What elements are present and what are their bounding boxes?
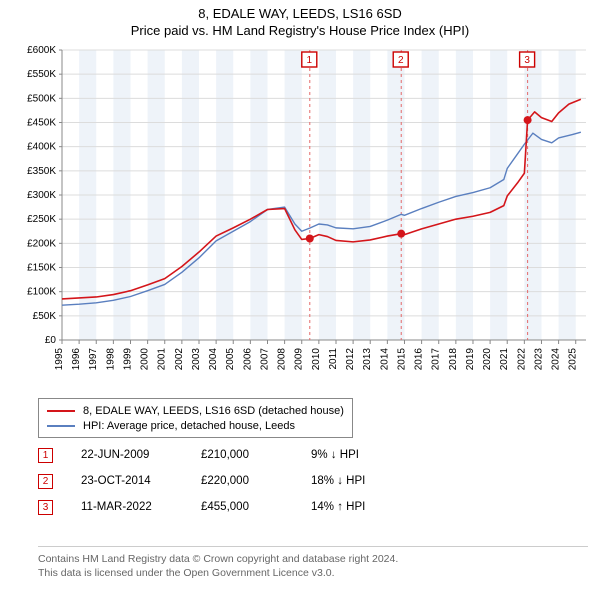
svg-text:2010: 2010 <box>311 348 322 371</box>
title-address: 8, EDALE WAY, LEEDS, LS16 6SD <box>0 6 600 21</box>
svg-text:2001: 2001 <box>157 348 168 371</box>
footer-line1: Contains HM Land Registry data © Crown c… <box>38 552 588 566</box>
sale-hpi-delta: 18% ↓ HPI <box>311 475 421 487</box>
svg-text:£150K: £150K <box>27 263 56 274</box>
legend-row-price: 8, EDALE WAY, LEEDS, LS16 6SD (detached … <box>47 403 344 418</box>
svg-text:£450K: £450K <box>27 118 56 129</box>
svg-text:£500K: £500K <box>27 93 56 104</box>
title-block: 8, EDALE WAY, LEEDS, LS16 6SD Price paid… <box>0 0 600 38</box>
sale-date: 22-JUN-2009 <box>81 449 201 461</box>
svg-text:£300K: £300K <box>27 190 56 201</box>
legend-label-hpi: HPI: Average price, detached house, Leed… <box>83 420 295 432</box>
svg-text:1997: 1997 <box>88 348 99 371</box>
svg-text:1998: 1998 <box>105 348 116 371</box>
sales-row: 2 23-OCT-2014 £220,000 18% ↓ HPI <box>38 468 421 494</box>
svg-text:1: 1 <box>307 55 313 66</box>
svg-text:2016: 2016 <box>414 348 425 371</box>
sales-table: 1 22-JUN-2009 £210,000 9% ↓ HPI 2 23-OCT… <box>38 442 421 520</box>
svg-text:2012: 2012 <box>345 348 356 371</box>
sale-price: £455,000 <box>201 501 311 513</box>
svg-text:2: 2 <box>398 55 404 66</box>
legend-label-price: 8, EDALE WAY, LEEDS, LS16 6SD (detached … <box>83 405 344 417</box>
svg-text:2023: 2023 <box>533 348 544 371</box>
svg-text:2000: 2000 <box>140 348 151 371</box>
svg-text:2008: 2008 <box>277 348 288 371</box>
svg-text:2021: 2021 <box>499 348 510 371</box>
svg-text:£600K: £600K <box>27 45 56 56</box>
footer-line2: This data is licensed under the Open Gov… <box>38 566 588 580</box>
sale-marker-label: 1 <box>38 448 53 463</box>
sale-price: £210,000 <box>201 449 311 461</box>
svg-text:2015: 2015 <box>396 348 407 371</box>
sale-price: £220,000 <box>201 475 311 487</box>
sale-date: 11-MAR-2022 <box>81 501 201 513</box>
legend-swatch-price <box>47 410 75 412</box>
svg-text:1999: 1999 <box>122 348 133 371</box>
svg-text:£0: £0 <box>45 335 57 346</box>
svg-text:1996: 1996 <box>71 348 82 371</box>
svg-text:£550K: £550K <box>27 69 56 80</box>
svg-text:£100K: £100K <box>27 287 56 298</box>
sale-hpi-delta: 14% ↑ HPI <box>311 501 421 513</box>
sale-marker-label: 2 <box>38 474 53 489</box>
svg-text:2009: 2009 <box>294 348 305 371</box>
svg-text:2006: 2006 <box>242 348 253 371</box>
sales-row: 1 22-JUN-2009 £210,000 9% ↓ HPI <box>38 442 421 468</box>
svg-text:3: 3 <box>524 55 530 66</box>
svg-text:2025: 2025 <box>568 348 579 371</box>
svg-text:2019: 2019 <box>465 348 476 371</box>
svg-text:2007: 2007 <box>259 348 270 371</box>
sale-hpi-delta: 9% ↓ HPI <box>311 449 421 461</box>
svg-text:£350K: £350K <box>27 166 56 177</box>
price-chart: £0 £50K £100K £150K £200K £250K £300K £350K £400… <box>0 42 600 392</box>
svg-text:2022: 2022 <box>516 348 527 371</box>
svg-text:2020: 2020 <box>482 348 493 371</box>
sale-marker-label: 3 <box>38 500 53 515</box>
svg-text:2004: 2004 <box>208 348 219 371</box>
svg-text:£50K: £50K <box>33 311 57 322</box>
title-subtitle: Price paid vs. HM Land Registry's House … <box>0 23 600 38</box>
legend-row-hpi: HPI: Average price, detached house, Leed… <box>47 418 344 433</box>
svg-text:2005: 2005 <box>225 348 236 371</box>
svg-text:2003: 2003 <box>191 348 202 371</box>
svg-text:£250K: £250K <box>27 214 56 225</box>
svg-text:2014: 2014 <box>379 348 390 371</box>
sale-date: 23-OCT-2014 <box>81 475 201 487</box>
svg-text:2017: 2017 <box>431 348 442 371</box>
svg-text:2018: 2018 <box>448 348 459 371</box>
svg-text:£400K: £400K <box>27 142 56 153</box>
sales-row: 3 11-MAR-2022 £455,000 14% ↑ HPI <box>38 494 421 520</box>
footer-attribution: Contains HM Land Registry data © Crown c… <box>38 546 588 580</box>
svg-text:1995: 1995 <box>54 348 65 371</box>
svg-text:2011: 2011 <box>328 348 339 370</box>
svg-text:2013: 2013 <box>362 348 373 371</box>
legend: 8, EDALE WAY, LEEDS, LS16 6SD (detached … <box>38 398 353 438</box>
chart-container: 8, EDALE WAY, LEEDS, LS16 6SD Price paid… <box>0 0 600 590</box>
svg-text:£200K: £200K <box>27 238 56 249</box>
svg-text:2002: 2002 <box>174 348 185 371</box>
svg-text:2024: 2024 <box>551 348 562 371</box>
legend-swatch-hpi <box>47 425 75 427</box>
